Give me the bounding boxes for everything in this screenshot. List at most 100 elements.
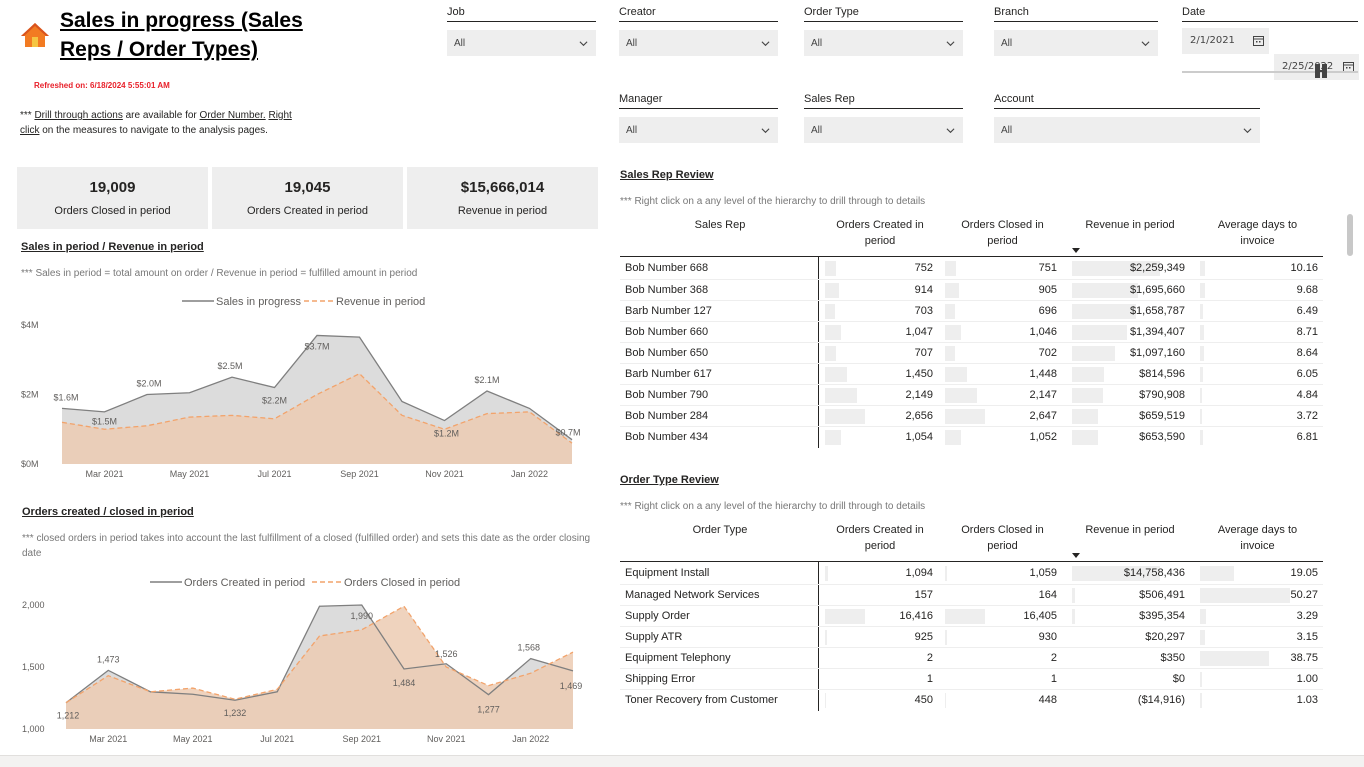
home-icon[interactable]: [20, 22, 50, 48]
row-label[interactable]: Bob Number 434: [625, 431, 709, 443]
column-header[interactable]: Revenue in period: [1085, 524, 1175, 536]
date-start-input[interactable]: 2/1/2021: [1182, 28, 1269, 54]
right-click-link[interactable]: Right click: [20, 110, 292, 136]
table-scrollbar[interactable]: [1347, 214, 1353, 256]
row-label[interactable]: Bob Number 660: [625, 326, 709, 338]
column-header[interactable]: Average days to invoice: [1217, 524, 1298, 552]
data-label: 1,232: [224, 708, 247, 718]
table-row[interactable]: Toner Recovery from Customer 450 448 ($14,9…: [620, 689, 1323, 710]
orders-area-chart[interactable]: Orders Created in period Orders Closed in…: [0, 568, 600, 753]
row-value: $659,519: [1139, 410, 1185, 422]
header-divider: [620, 256, 1323, 257]
sales-rep-dropdown[interactable]: All: [804, 117, 963, 143]
column-header[interactable]: Orders Created in period: [836, 219, 924, 247]
table-row[interactable]: Bob Number 668 752 751 $2,259,349 10.16: [620, 258, 1323, 279]
table-row[interactable]: Shipping Error 1 1 $0 1.00: [620, 668, 1323, 689]
row-value: 8.71: [1296, 326, 1318, 338]
x-tick-label: Mar 2021: [85, 469, 123, 479]
orders-chart-note: *** closed orders in period takes into a…: [22, 533, 591, 559]
row-label[interactable]: Equipment Install: [625, 567, 710, 579]
table-row[interactable]: Equipment Install 1,094 1,059 $14,758,436 19…: [620, 563, 1323, 584]
series-area: [66, 606, 573, 729]
row-value: 157: [914, 589, 933, 601]
data-label: 1,473: [97, 654, 120, 664]
kpi-orders-created[interactable]: 19,045 Orders Created in period: [212, 167, 403, 229]
drill-through-link[interactable]: Drill through actions: [34, 110, 123, 121]
row-label[interactable]: Bob Number 284: [625, 410, 709, 422]
row-label[interactable]: Bob Number 790: [625, 389, 709, 401]
row-value: 38.75: [1290, 652, 1318, 664]
row-label[interactable]: Barb Number 127: [625, 305, 712, 317]
row-label[interactable]: Toner Recovery from Customer: [625, 694, 778, 706]
column-header[interactable]: Average days to invoice: [1217, 219, 1298, 247]
table-row[interactable]: Supply ATR 925 930 $20,297 3.15: [620, 626, 1323, 647]
legend-label: Revenue in period: [336, 296, 425, 308]
account-dropdown[interactable]: All: [994, 117, 1260, 143]
row-value: 164: [1038, 589, 1057, 601]
slicer-sales-rep: Sales Rep All: [804, 93, 963, 143]
data-label: $1.5M: [92, 416, 117, 426]
column-divider: [818, 562, 819, 711]
row-label[interactable]: Barb Number 617: [625, 368, 712, 380]
column-header[interactable]: Sales Rep: [694, 219, 746, 231]
data-bar: [945, 566, 947, 581]
row-label[interactable]: Managed Network Services: [625, 589, 760, 601]
data-bar: [1200, 388, 1202, 403]
row-label[interactable]: Equipment Telephony: [625, 652, 731, 664]
row-value: 448: [1038, 694, 1057, 706]
column-header[interactable]: Orders Closed in period: [961, 524, 1044, 552]
table-row[interactable]: Bob Number 434 1,054 1,052 $653,590 6.81: [620, 426, 1323, 447]
slicer-job: Job All: [447, 6, 596, 56]
chart-legend: Sales in progress Revenue in period: [182, 296, 425, 308]
row-label[interactable]: Bob Number 650: [625, 347, 709, 359]
slider-handle-icon[interactable]: [1315, 64, 1327, 78]
table-row[interactable]: Barb Number 127 703 696 $1,658,787 6.49: [620, 300, 1323, 321]
kpi-value: 19,045: [284, 179, 331, 196]
column-header[interactable]: Revenue in period: [1085, 219, 1175, 231]
table-row[interactable]: Bob Number 790 2,149 2,147 $790,908 4.84: [620, 384, 1323, 405]
row-value: 2,149: [905, 389, 933, 401]
data-bar: [945, 304, 955, 319]
job-dropdown[interactable]: All: [447, 30, 596, 56]
kpi-orders-closed[interactable]: 19,009 Orders Closed in period: [17, 167, 208, 229]
row-value: 1,046: [1029, 326, 1057, 338]
dropdown-value: All: [811, 38, 823, 49]
calendar-icon[interactable]: [1253, 35, 1264, 46]
data-bar: [825, 325, 841, 340]
row-value: 1,047: [905, 326, 933, 338]
sort-desc-icon[interactable]: [1072, 248, 1080, 254]
table-row[interactable]: Bob Number 284 2,656 2,647 $659,519 3.72: [620, 405, 1323, 426]
drill-note-prefix: ***: [20, 110, 35, 121]
creator-dropdown[interactable]: All: [619, 30, 778, 56]
table-row[interactable]: Managed Network Services 157 164 $506,491 50…: [620, 584, 1323, 605]
column-header[interactable]: Orders Closed in period: [961, 219, 1044, 247]
data-label: $2.2M: [262, 396, 287, 406]
order-number-link[interactable]: Order Number.: [199, 110, 266, 121]
branch-dropdown[interactable]: All: [994, 30, 1158, 56]
series-line: [61, 372, 573, 444]
table-row[interactable]: Bob Number 368 914 905 $1,695,660 9.68: [620, 279, 1323, 300]
kpi-revenue[interactable]: $15,666,014 Revenue in period: [407, 167, 598, 229]
sort-desc-icon[interactable]: [1072, 553, 1080, 559]
table-row[interactable]: Bob Number 660 1,047 1,046 $1,394,407 8.71: [620, 321, 1323, 342]
page-title: Sales in progress (Sales Reps / Order Ty…: [60, 9, 303, 61]
data-label: $3.7M: [304, 341, 329, 351]
row-label[interactable]: Bob Number 368: [625, 284, 709, 296]
slicer-manager: Manager All: [619, 93, 778, 143]
manager-dropdown[interactable]: All: [619, 117, 778, 143]
column-header[interactable]: Orders Created in period: [836, 524, 924, 552]
sales-area-chart[interactable]: Sales in progress Revenue in period $4M $2M…: [0, 285, 600, 485]
date-range-slider[interactable]: [1182, 71, 1358, 73]
order-type-dropdown[interactable]: All: [804, 30, 963, 56]
row-value: $506,491: [1139, 589, 1185, 601]
row-label[interactable]: Bob Number 668: [625, 262, 709, 274]
table-row[interactable]: Bob Number 650 707 702 $1,097,160 8.64: [620, 342, 1323, 363]
table-row[interactable]: Barb Number 617 1,450 1,448 $814,596 6.05: [620, 363, 1323, 384]
table-row[interactable]: Supply Order 16,416 16,405 $395,354 3.29: [620, 605, 1323, 626]
series-line: [61, 334, 573, 441]
column-header[interactable]: Order Type: [692, 524, 748, 536]
table-row[interactable]: Equipment Telephony 2 2 $350 38.75: [620, 647, 1323, 668]
row-label[interactable]: Supply ATR: [625, 631, 683, 643]
row-label[interactable]: Shipping Error: [625, 673, 696, 685]
row-label[interactable]: Supply Order: [625, 610, 690, 622]
